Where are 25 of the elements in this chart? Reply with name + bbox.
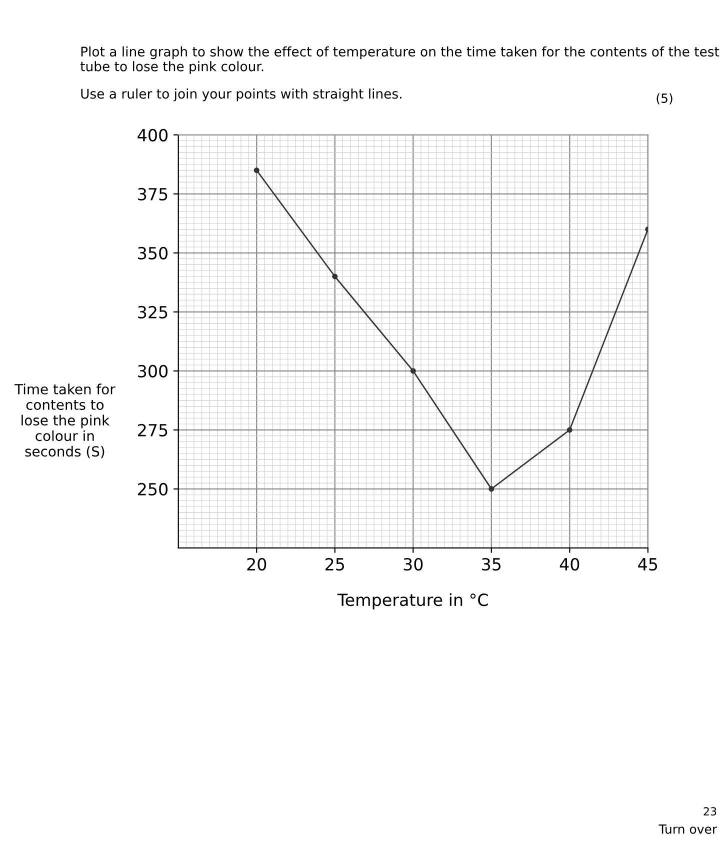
y-tick-label: 400 bbox=[138, 128, 168, 142]
x-tick-label: 35 bbox=[482, 558, 501, 571]
point bbox=[488, 486, 494, 492]
point bbox=[332, 274, 338, 280]
y-axis-title: Time taken for contents to lose the pink colour in seconds (S) bbox=[14, 384, 116, 458]
text: Turn over bbox=[658, 824, 718, 834]
point bbox=[254, 168, 260, 174]
x-tick-label: 30 bbox=[404, 558, 423, 571]
text: 23 bbox=[704, 807, 716, 816]
chart-title: Plot a line graph to show the effect of temperature on the time taken for the contents of the test tube to lose the pink colour. bbox=[80, 46, 720, 74]
y-tick-label: 350 bbox=[138, 246, 168, 260]
y-tick-label: 250 bbox=[138, 482, 168, 496]
text: (5) bbox=[656, 93, 672, 104]
point bbox=[410, 368, 416, 374]
y-tick-label: 375 bbox=[138, 188, 168, 200]
point bbox=[566, 427, 572, 433]
chart-subtitle: Use a ruler to join your points with straight lines. bbox=[81, 88, 402, 102]
x-tick-label: 45 bbox=[638, 558, 658, 571]
x-tick-label: 25 bbox=[325, 558, 344, 571]
y-tick-label: 275 bbox=[138, 424, 168, 436]
x-axis-title: Temperature in °C bbox=[337, 593, 488, 610]
x-tick-label: 20 bbox=[247, 558, 266, 571]
x-tick-label: 40 bbox=[560, 558, 580, 571]
y-tick-label: 300 bbox=[138, 364, 168, 378]
y-tick-label: 325 bbox=[138, 306, 168, 318]
